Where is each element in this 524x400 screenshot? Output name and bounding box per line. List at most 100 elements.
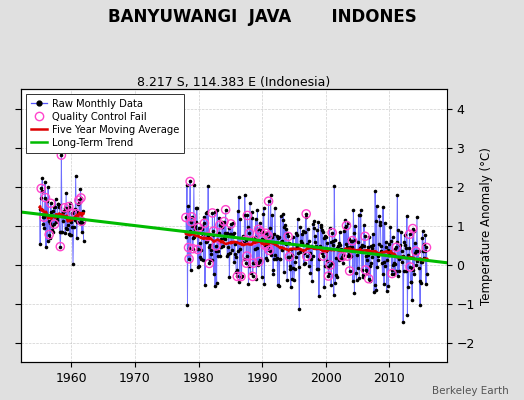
Point bbox=[40, 225, 49, 232]
Point bbox=[58, 229, 67, 235]
Point bbox=[62, 190, 70, 196]
Point bbox=[293, 216, 302, 222]
Point bbox=[343, 253, 352, 259]
Point bbox=[191, 223, 200, 230]
Point bbox=[352, 270, 360, 276]
Point bbox=[276, 256, 284, 262]
Point bbox=[361, 242, 369, 249]
Point bbox=[274, 235, 282, 242]
Point bbox=[232, 269, 241, 275]
Point bbox=[226, 231, 235, 238]
Point bbox=[265, 198, 273, 204]
Point bbox=[45, 218, 53, 224]
Point bbox=[329, 242, 337, 248]
Point bbox=[53, 214, 61, 220]
Point bbox=[308, 278, 316, 285]
Point bbox=[288, 276, 297, 283]
Point bbox=[345, 251, 353, 257]
Point bbox=[283, 254, 292, 260]
Point bbox=[259, 211, 267, 218]
Point bbox=[218, 224, 226, 230]
Point bbox=[388, 234, 397, 240]
Point bbox=[46, 235, 54, 241]
Point bbox=[358, 267, 366, 274]
Point bbox=[273, 233, 281, 239]
Point bbox=[353, 264, 362, 271]
Point bbox=[342, 222, 351, 229]
Point bbox=[354, 211, 363, 218]
Point bbox=[203, 233, 212, 240]
Point bbox=[71, 173, 80, 179]
Point bbox=[328, 230, 336, 236]
Point bbox=[415, 265, 423, 271]
Point bbox=[402, 213, 411, 219]
Point bbox=[51, 196, 60, 202]
Point bbox=[305, 250, 314, 256]
Point bbox=[72, 210, 80, 217]
Point bbox=[50, 221, 59, 228]
Point bbox=[209, 232, 217, 238]
Point bbox=[224, 244, 233, 250]
Point bbox=[366, 262, 374, 269]
Point bbox=[256, 220, 264, 226]
Point bbox=[239, 256, 248, 262]
Point bbox=[41, 194, 50, 201]
Point bbox=[360, 222, 368, 228]
Point bbox=[191, 226, 199, 233]
Point bbox=[51, 204, 59, 210]
Point bbox=[201, 239, 210, 246]
Point bbox=[365, 276, 373, 282]
Point bbox=[194, 224, 203, 231]
Point bbox=[237, 273, 245, 280]
Point bbox=[342, 222, 351, 229]
Point bbox=[313, 266, 321, 272]
Point bbox=[417, 258, 425, 265]
Point bbox=[398, 253, 407, 259]
Point bbox=[302, 211, 310, 217]
Point bbox=[356, 211, 364, 218]
Point bbox=[422, 244, 431, 251]
Point bbox=[52, 218, 60, 225]
Point bbox=[223, 230, 231, 236]
Point bbox=[220, 235, 228, 242]
Point bbox=[196, 256, 205, 262]
Point bbox=[56, 244, 64, 250]
Point bbox=[260, 280, 268, 287]
Point bbox=[239, 240, 247, 246]
Point bbox=[317, 222, 325, 228]
Point bbox=[37, 185, 46, 192]
Point bbox=[212, 280, 221, 286]
Point bbox=[254, 226, 263, 232]
Point bbox=[396, 254, 405, 261]
Point bbox=[420, 255, 428, 261]
Point bbox=[422, 281, 430, 288]
Point bbox=[312, 245, 320, 252]
Point bbox=[358, 242, 367, 249]
Point bbox=[306, 270, 314, 276]
Point bbox=[232, 254, 240, 260]
Point bbox=[241, 192, 249, 198]
Point bbox=[201, 282, 209, 288]
Point bbox=[315, 256, 324, 262]
Point bbox=[395, 256, 403, 263]
Point bbox=[71, 217, 79, 223]
Point bbox=[394, 273, 402, 279]
Point bbox=[48, 223, 56, 230]
Point bbox=[194, 264, 202, 270]
Point bbox=[230, 258, 238, 265]
Point bbox=[282, 225, 290, 232]
Point bbox=[245, 230, 254, 236]
Point bbox=[65, 230, 73, 237]
Point bbox=[250, 234, 259, 241]
Point bbox=[267, 192, 275, 198]
Point bbox=[286, 262, 294, 269]
Point bbox=[388, 270, 396, 277]
Point bbox=[406, 231, 414, 238]
Point bbox=[211, 248, 220, 254]
Point bbox=[215, 222, 224, 228]
Point bbox=[248, 273, 257, 280]
Point bbox=[394, 227, 402, 233]
Point bbox=[406, 231, 414, 238]
Point bbox=[408, 264, 416, 271]
Point bbox=[276, 256, 285, 262]
